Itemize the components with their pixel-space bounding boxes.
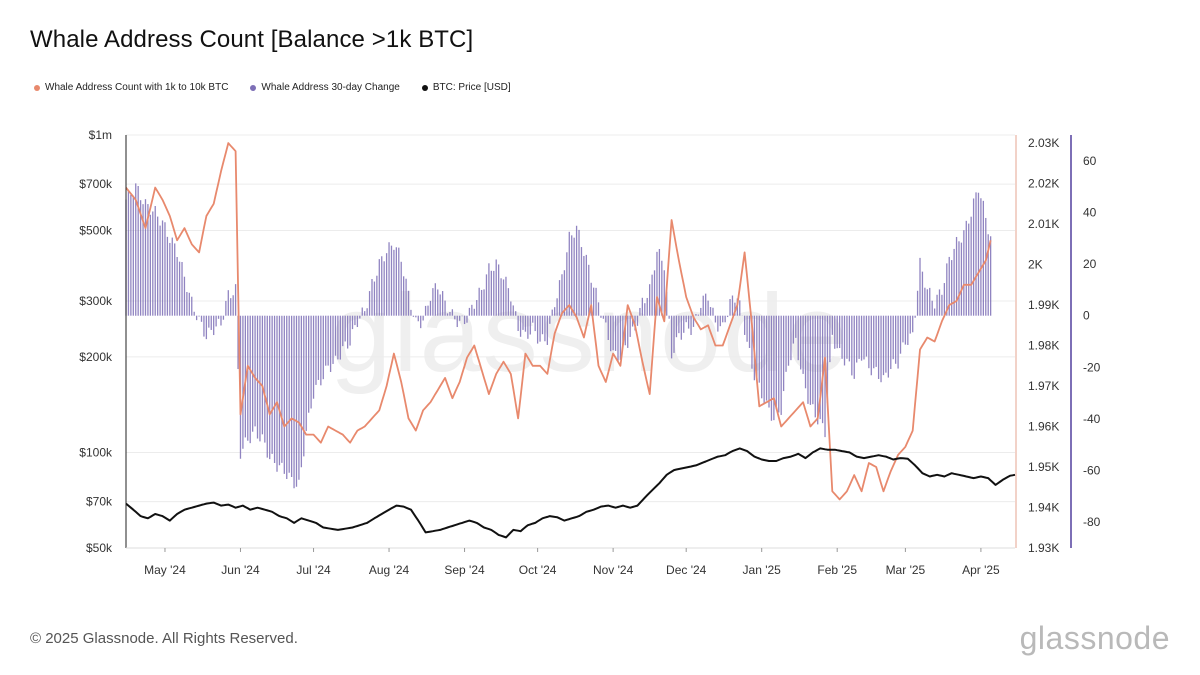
series-lines [125,142,1016,539]
legend-item-price[interactable]: BTC: Price [USD] [421,82,511,93]
legend-label-count: Whale Address Count with 1k to 10k BTC [45,82,229,93]
right-count-tick-label: 1.98K [1028,339,1059,353]
chart-title: Whale Address Count [Balance >1k BTC] [30,26,474,53]
left-tick-label: $50k [86,541,113,555]
right-change-tick-label: 20 [1083,257,1097,271]
right-count-tick-label: 2.01K [1028,217,1059,231]
x-tick-label: Sep '24 [444,563,485,577]
right-count-tick-label: 1.93K [1028,541,1059,555]
left-tick-label: $100k [79,445,113,459]
right-count-tick-label: 1.96K [1028,420,1059,434]
x-tick-label: Jan '25 [743,563,782,577]
legend-dot-change [250,84,257,91]
left-tick-label: $70k [86,495,113,509]
legend-label-change: Whale Address 30-day Change [261,82,400,93]
legend-item-change[interactable]: Whale Address 30-day Change [250,82,400,93]
axes: $50k $70k $100k $200k $300k $500k $700k $1m 1.93… [79,128,1100,577]
right-change-tick-label: -40 [1083,412,1101,426]
right-count-tick-label: 1.97K [1028,379,1059,393]
copyright-text: © 2025 Glassnode. All Rights Reserved. [30,630,298,647]
x-tick-label: Aug '24 [369,563,410,577]
x-tick-label: Feb '25 [817,563,857,577]
x-tick-label: Jun '24 [221,563,260,577]
x-tick-label: Mar '25 [886,563,926,577]
right-count-tick-label: 1.94K [1028,501,1059,515]
right-change-tick-label: -80 [1083,515,1101,529]
right-change-tick-label: 60 [1083,154,1097,168]
right-count-tick-label: 2.03K [1028,136,1059,150]
x-tick-label: Apr '25 [962,563,1000,577]
legend-dot-count [34,84,40,91]
right-count-tick-label: 2K [1028,258,1043,272]
right-count-tick-label: 2.02K [1028,177,1059,191]
whale-count-line [125,142,992,501]
left-tick-label: $300k [79,294,113,308]
legend-label-price: BTC: Price [USD] [432,82,511,93]
right-change-tick-label: 0 [1083,309,1090,323]
x-tick-label: Nov '24 [593,563,634,577]
brand-logo: glassnode [1019,620,1170,656]
legend: Whale Address Count with 1k to 10k BTC W… [34,82,511,93]
right-change-tick-label: 40 [1083,205,1097,219]
x-tick-label: Dec '24 [666,563,707,577]
left-tick-label: $500k [79,224,113,238]
btc-price-line [125,447,1016,539]
left-tick-label: $200k [79,350,113,364]
x-tick-label: Jul '24 [296,563,331,577]
x-tick-label: Oct '24 [519,563,557,577]
left-tick-label: $700k [79,177,113,191]
legend-dot-price [421,84,428,91]
right-count-tick-label: 1.95K [1028,460,1059,474]
change-bars [125,183,992,489]
right-change-tick-label: -20 [1083,360,1101,374]
x-tick-label: May '24 [144,563,186,577]
right-change-tick-label: -60 [1083,464,1101,478]
legend-item-count[interactable]: Whale Address Count with 1k to 10k BTC [34,82,228,93]
left-tick-label: $1m [89,128,112,142]
right-count-tick-label: 1.99K [1028,298,1059,312]
